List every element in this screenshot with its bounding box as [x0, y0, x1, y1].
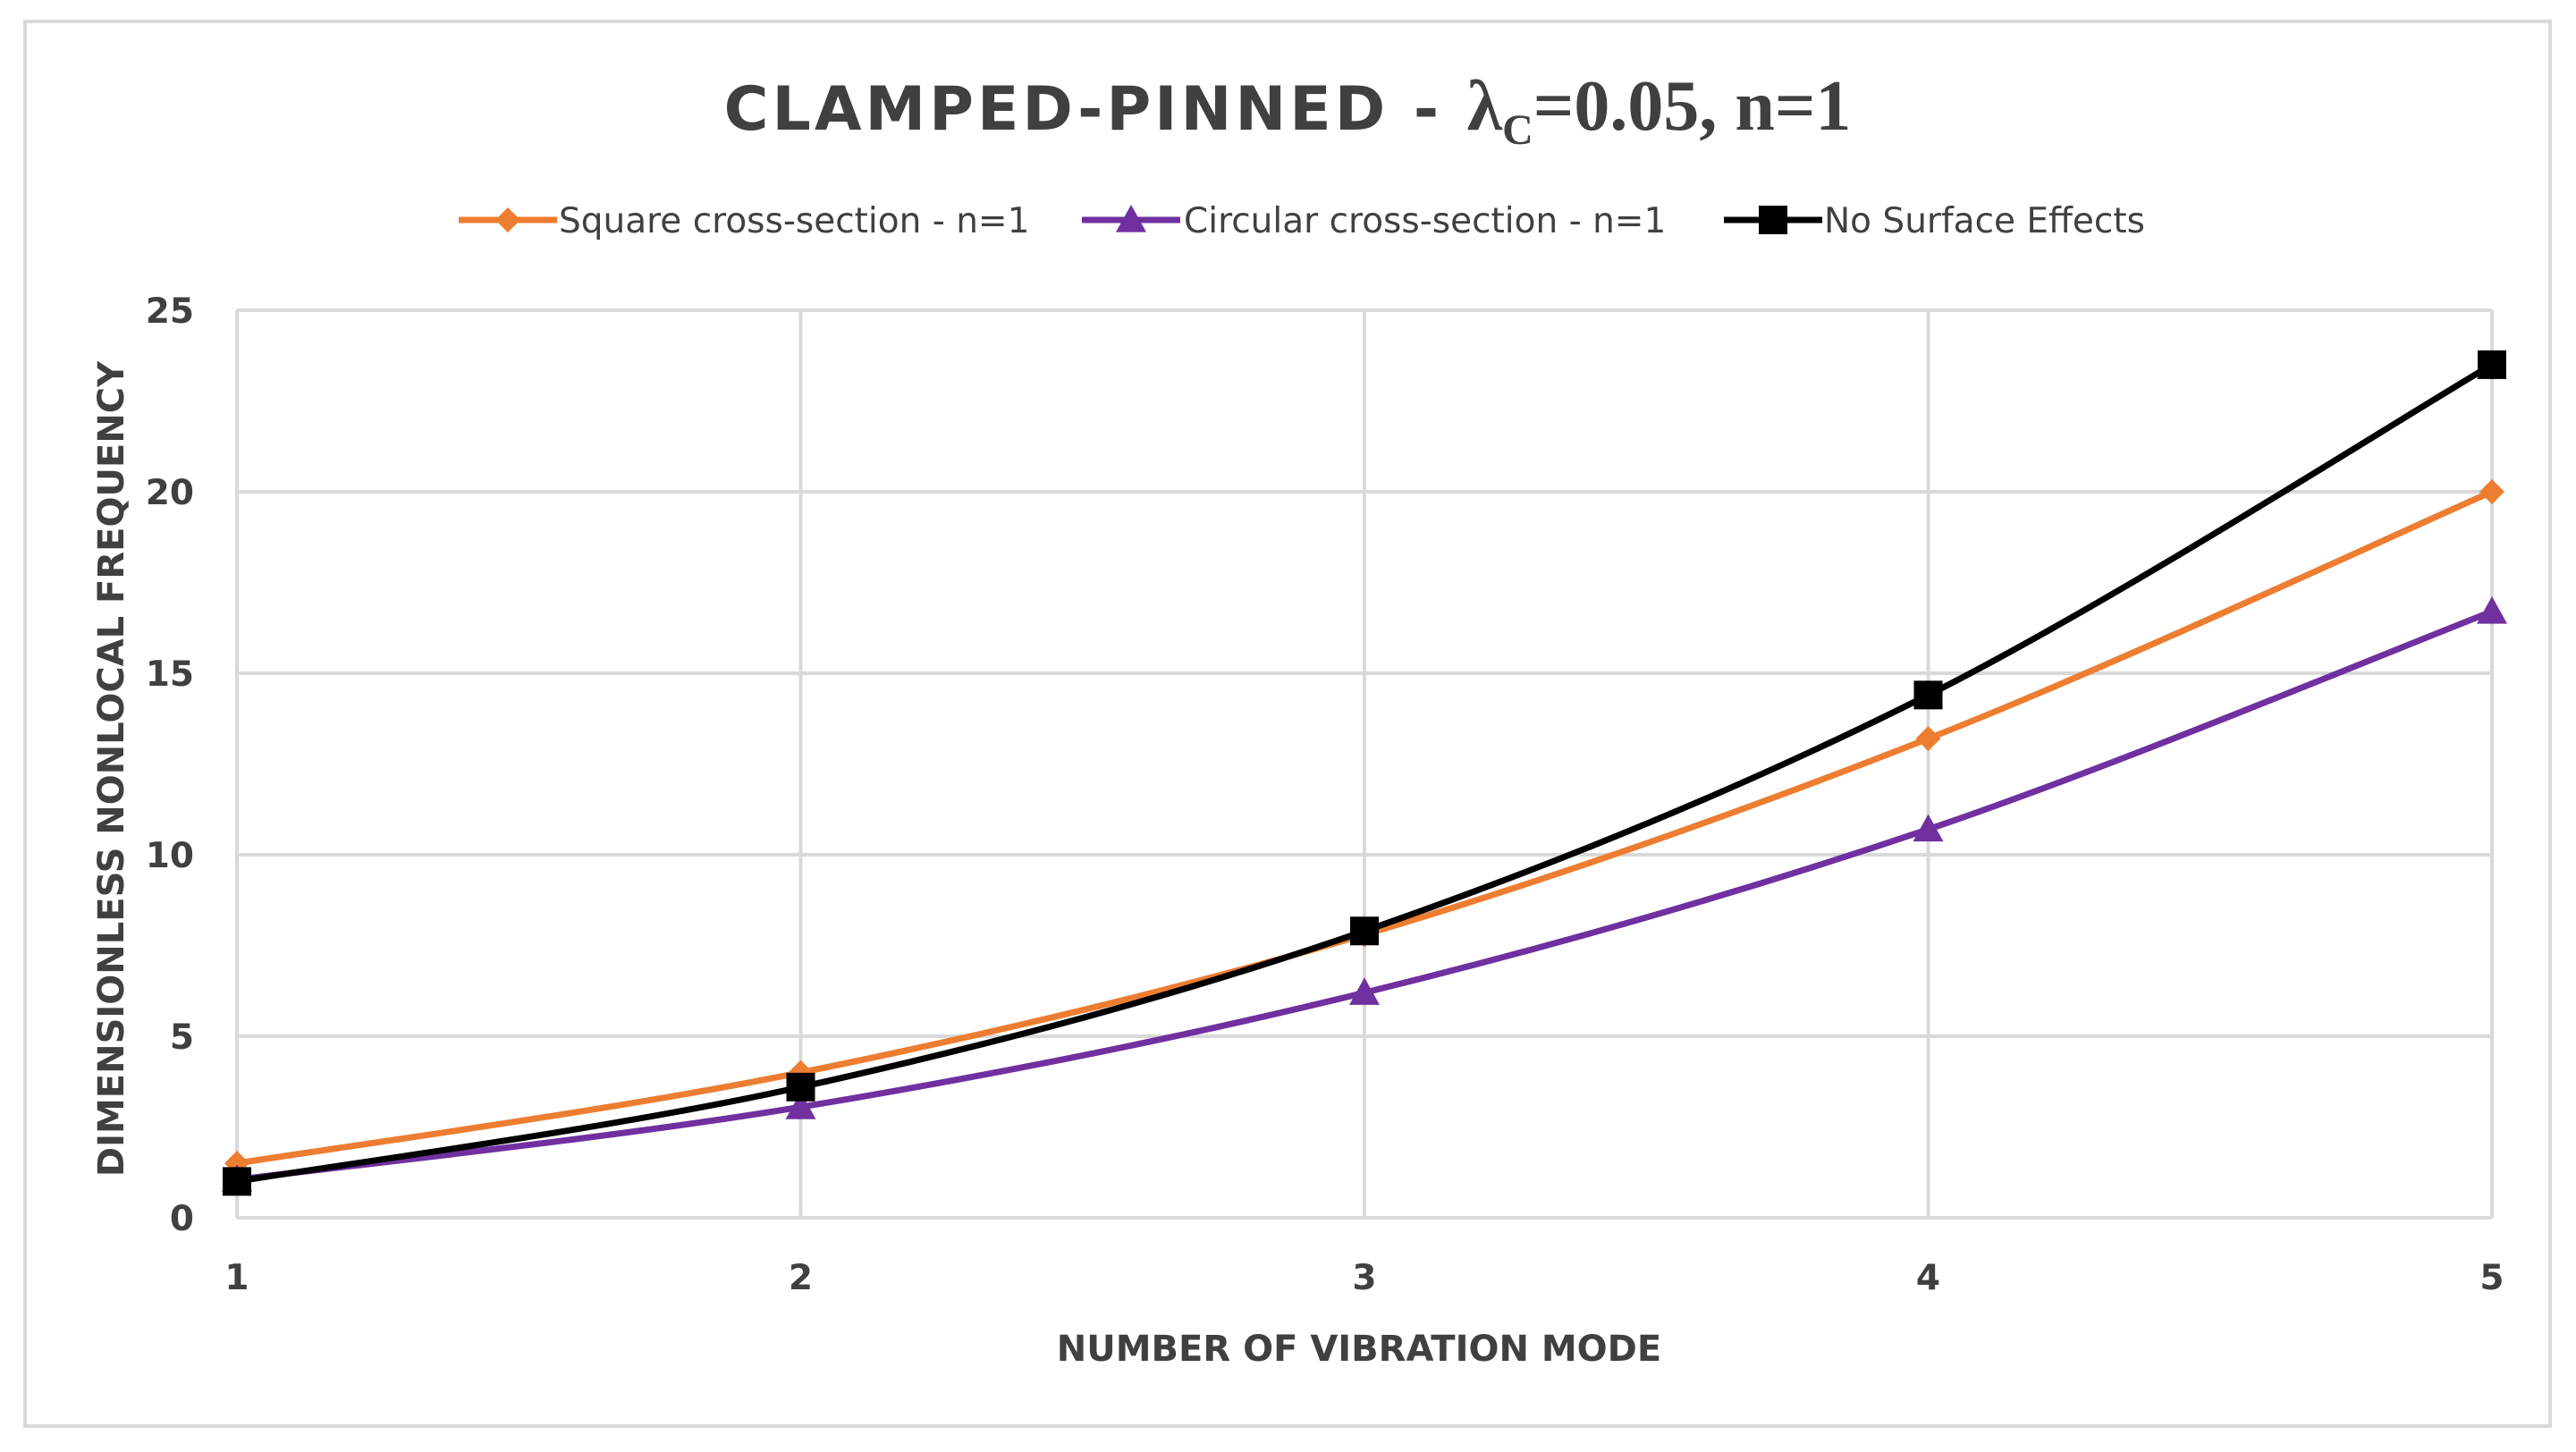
x-axis-ticks: 1 2 3 4 5 — [224, 1258, 2504, 1298]
x-tick-label: 5 — [2479, 1258, 2504, 1298]
data-point — [1349, 977, 1380, 1005]
y-tick-label: 20 — [146, 473, 194, 513]
legend-item: No Surface Effects — [1724, 201, 2145, 241]
legend-item: Square cross-section - n=1 — [459, 201, 1029, 241]
series-markers — [222, 350, 2507, 1196]
y-tick-label: 15 — [146, 654, 194, 695]
y-axis-ticks: 0 5 10 15 20 25 — [146, 291, 194, 1239]
y-tick-label: 10 — [146, 836, 194, 876]
data-point — [786, 1072, 815, 1102]
data-point — [1915, 726, 1941, 752]
gridlines — [235, 308, 2494, 1220]
title-prefix: CLAMPED-PINNED - — [724, 74, 1467, 145]
x-axis-title: NUMBER OF VIBRATION MODE — [1057, 1329, 1661, 1370]
data-point — [1913, 680, 1943, 710]
data-point — [785, 1092, 816, 1119]
y-tick-label: 5 — [170, 1017, 194, 1058]
data-point — [2477, 595, 2507, 624]
legend-label: Circular cross-section - n=1 — [1184, 201, 1666, 241]
data-point — [223, 1167, 251, 1196]
y-axis-title: DIMENSIONLESS NONLOCAL FREQUENCY — [91, 360, 132, 1177]
title-lambda: λ — [1467, 67, 1503, 146]
legend-label: No Surface Effects — [1824, 201, 2145, 241]
legend-marker — [1116, 205, 1146, 232]
data-point — [2478, 350, 2506, 379]
data-point — [1913, 814, 1944, 842]
chart-title: CLAMPED-PINNED - λC=0.05, n=1 — [724, 67, 1852, 154]
y-tick-label: 0 — [170, 1199, 194, 1239]
title-suffix: =0.05, n=1 — [1533, 67, 1852, 146]
data-point — [2479, 479, 2504, 504]
title-lambda-subscript: C — [1502, 106, 1533, 154]
chart-frame — [23, 20, 2552, 1428]
legend-marker — [1759, 206, 1787, 234]
x-tick-label: 2 — [789, 1258, 813, 1298]
legend-marker — [495, 207, 520, 232]
legend: Square cross-section - n=1 Circular cross… — [459, 201, 2145, 241]
x-tick-label: 1 — [224, 1258, 249, 1298]
x-tick-label: 3 — [1352, 1258, 1376, 1298]
legend-label: Square cross-section - n=1 — [559, 201, 1029, 241]
y-tick-label: 25 — [146, 291, 194, 332]
x-tick-label: 4 — [1916, 1258, 1940, 1298]
data-point — [1350, 916, 1379, 946]
legend-item: Circular cross-section - n=1 — [1082, 201, 1666, 241]
